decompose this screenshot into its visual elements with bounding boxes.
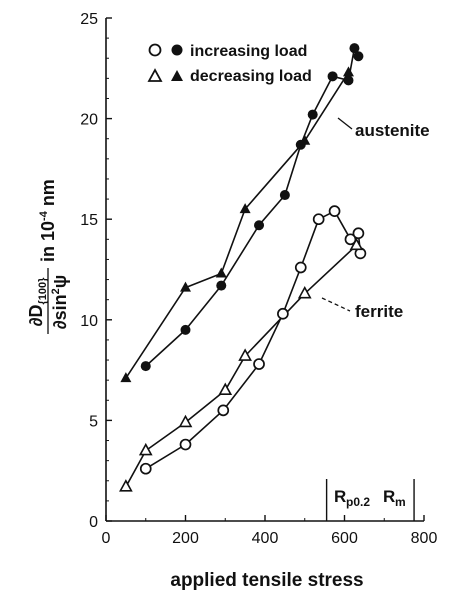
- point-open-circle: [217, 404, 230, 417]
- point-open-circle: [139, 462, 152, 475]
- x-tick-label: 600: [331, 530, 358, 547]
- point-filled-circle: [279, 190, 290, 201]
- point-open-circle: [328, 205, 341, 218]
- rm-label: R: [383, 487, 395, 506]
- y-tick-label: 20: [80, 112, 98, 129]
- svg-text:in 10-4 nm: in 10-4 nm: [38, 179, 58, 262]
- legend-label-increasing: increasing load: [190, 43, 307, 60]
- annotation-austenite: austenite: [355, 121, 430, 140]
- svg-text:∂D{100}: ∂D{100}: [26, 277, 49, 327]
- y-label-denominator: ∂sin: [50, 294, 70, 329]
- point-filled-circle: [353, 51, 364, 62]
- series-line: [125, 244, 357, 488]
- point-open-triangle: [119, 479, 133, 492]
- legend-label-decreasing: decreasing load: [190, 68, 312, 85]
- legend: increasing load decreasing load: [147, 43, 312, 85]
- svg-text:∂sin2ψ: ∂sin2ψ: [50, 275, 70, 330]
- rp02-label: R: [334, 487, 346, 506]
- y-label-denominator-sup: 2: [50, 288, 62, 294]
- point-filled-circle: [140, 361, 151, 372]
- point-open-circle: [277, 307, 289, 320]
- y-axis-label: ∂D{100} ∂sin2ψ in 10-4 nm: [26, 179, 70, 334]
- y-tick-label: 15: [80, 212, 98, 229]
- point-filled-circle: [254, 220, 265, 231]
- y-label-denominator-end: ψ: [50, 275, 70, 289]
- y-label-unit: in 10: [38, 221, 58, 262]
- point-filled-circle: [216, 280, 227, 291]
- point-filled-triangle: [120, 372, 132, 383]
- point-open-triangle: [238, 348, 252, 361]
- series-line: [145, 210, 362, 470]
- y-tick-label: 25: [80, 11, 98, 28]
- x-tick-label: 0: [102, 530, 111, 547]
- point-filled-triangle: [215, 267, 227, 278]
- y-tick-label: 0: [89, 514, 98, 531]
- point-filled-circle: [343, 75, 354, 86]
- rm-subscript: m: [395, 495, 406, 509]
- legend-open-circle-icon: [148, 43, 162, 57]
- annotation-ferrite-leader: [321, 297, 351, 312]
- series-line: [125, 71, 350, 379]
- point-filled-triangle: [342, 66, 354, 77]
- point-open-triangle: [138, 442, 153, 456]
- x-tick-label: 400: [252, 530, 279, 547]
- legend-filled-triangle-icon: [171, 70, 183, 81]
- point-open-circle: [352, 227, 365, 240]
- series-line: [145, 47, 360, 367]
- point-open-triangle: [349, 237, 364, 251]
- point-filled-triangle: [180, 281, 191, 292]
- point-filled-circle: [180, 324, 191, 335]
- rm-marker: R m: [383, 487, 406, 509]
- axes: 0 5 10 15 20 25 0 200 400 600 800: [80, 11, 437, 547]
- point-filled-circle: [349, 43, 360, 54]
- annotation-austenite-leader: [337, 117, 353, 130]
- point-open-triangle: [218, 382, 233, 396]
- rp02-subscript: p0.2: [346, 495, 370, 509]
- x-tick-label: 200: [172, 530, 199, 547]
- y-label-unit-sup: -4: [38, 210, 50, 221]
- rp02-marker: R p0.2: [334, 487, 370, 509]
- point-filled-circle: [307, 109, 318, 120]
- point-open-circle: [344, 233, 357, 246]
- data-markers: [119, 43, 367, 492]
- point-open-circle: [312, 213, 325, 226]
- y-label-numerator: ∂D: [26, 305, 46, 327]
- data-series: [125, 47, 362, 488]
- x-tick-label: 800: [411, 530, 438, 547]
- point-filled-triangle: [299, 134, 311, 145]
- annotation-ferrite: ferrite: [355, 302, 403, 321]
- point-filled-circle: [327, 71, 338, 82]
- point-open-circle: [294, 261, 307, 274]
- y-tick-label: 10: [80, 313, 98, 330]
- y-label-numerator-sub: {100}: [37, 277, 49, 305]
- point-open-triangle: [297, 285, 312, 299]
- y-tick-label: 5: [89, 413, 98, 430]
- point-open-triangle: [178, 414, 193, 428]
- point-open-circle: [253, 358, 265, 370]
- point-filled-triangle: [239, 203, 251, 214]
- x-axis-label: applied tensile stress: [170, 570, 363, 591]
- legend-filled-circle-icon: [171, 44, 183, 56]
- legend-open-triangle-icon: [147, 68, 163, 82]
- y-label-unit-end: nm: [38, 179, 58, 211]
- point-open-circle: [179, 438, 192, 451]
